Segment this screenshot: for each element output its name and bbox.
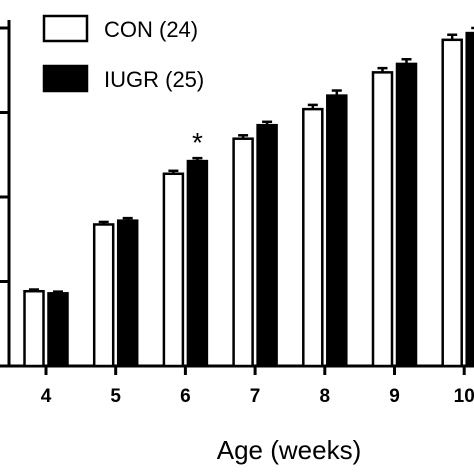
- bar-iugr-week-10: [465, 31, 474, 368]
- legend-label-iugr: IUGR (25): [104, 67, 204, 92]
- x-tick-label: 10: [454, 386, 474, 407]
- axes: 4 5 6 7 8 9 10: [0, 20, 474, 407]
- bar-con-week-9: [371, 71, 394, 368]
- x-tick-label: 5: [110, 386, 121, 407]
- bar-con-week-5: [92, 223, 115, 368]
- significance-marker: *: [192, 127, 203, 158]
- legend-label-con: CON (24): [104, 17, 198, 42]
- bar-con-week-10: [441, 38, 463, 368]
- bar-con-week-8: [302, 107, 324, 368]
- x-tick-label: 7: [250, 386, 261, 407]
- x-tick-label: 6: [180, 386, 191, 407]
- x-axis-label: Age (weeks): [217, 435, 362, 465]
- bar-iugr-week-6: [186, 159, 209, 368]
- bar-con-week-4: [23, 289, 45, 368]
- bar-iugr-week-8: [326, 94, 348, 368]
- x-tick-label: 9: [389, 386, 400, 407]
- legend-swatch-con: [42, 14, 89, 43]
- x-tick-label: 4: [41, 386, 52, 407]
- bar-con-week-7: [232, 137, 254, 368]
- bar-con-week-6: [162, 172, 185, 368]
- legend: CON (24) IUGR (25): [42, 14, 204, 93]
- legend-swatch-iugr: [42, 64, 89, 93]
- bar-iugr-week-5: [116, 219, 139, 368]
- bar-iugr-week-9: [395, 62, 418, 368]
- bar-iugr-week-7: [256, 123, 278, 368]
- bar-iugr-week-4: [47, 292, 69, 368]
- x-tick-label: 8: [320, 386, 331, 407]
- bars: *: [23, 26, 474, 368]
